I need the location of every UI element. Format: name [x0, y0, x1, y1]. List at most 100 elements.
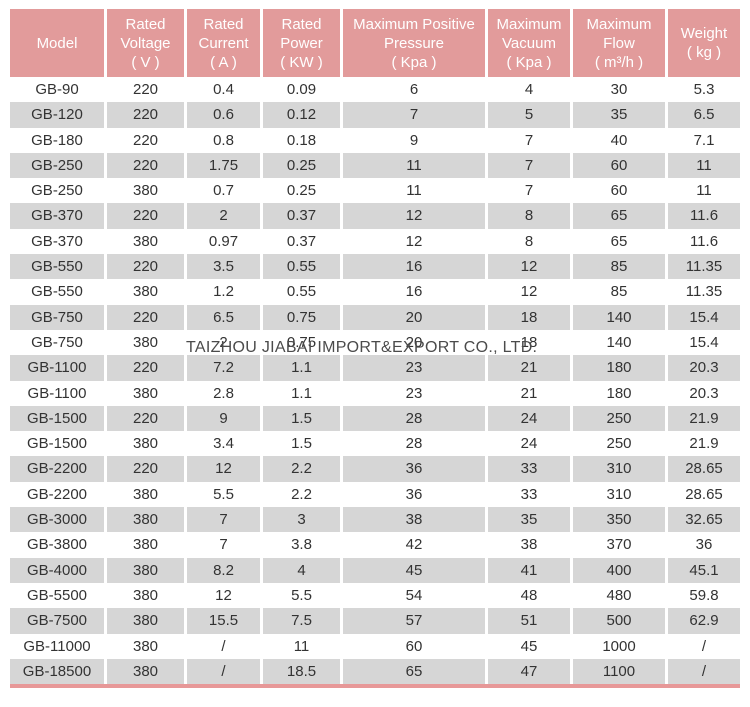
value-cell: 9 — [184, 405, 260, 432]
model-cell: GB-1100 — [27, 384, 87, 402]
value-cell: 1.1 — [260, 380, 340, 406]
value-cell: 380 — [104, 608, 184, 634]
value-cell: 59.8 — [665, 582, 740, 609]
value-cell: 51 — [485, 608, 570, 634]
table-row: GB-4000 380 8.2 4 45 41 400 45.1 — [10, 557, 740, 583]
value-cell: / — [184, 633, 260, 659]
value-cell: 0.75 — [260, 304, 340, 330]
value-cell: 42 — [340, 532, 485, 558]
value-cell: 11 — [665, 152, 740, 179]
model-cell: GB-1500 — [10, 405, 104, 432]
value-cell: 0.97 — [184, 228, 260, 255]
value-cell: 18.5 — [260, 658, 340, 685]
value-cell: 500 — [570, 608, 665, 634]
value-cell: 220 — [104, 304, 184, 330]
value-cell: 3.8 — [260, 532, 340, 558]
value-cell: 1.75 — [184, 152, 260, 179]
value-cell: 480 — [570, 582, 665, 609]
value-cell: 380 — [104, 582, 184, 609]
value-cell: 15.5 — [184, 608, 260, 634]
value-cell: 24 — [485, 405, 570, 432]
table-row: GB-750 380 2 0.75 20 18 140 15.4 — [10, 329, 740, 356]
column-header-3: Rated Power ( KW ) — [260, 9, 340, 77]
value-cell: 47 — [485, 658, 570, 685]
value-cell: 250 — [570, 431, 665, 457]
value-cell: 7 — [485, 178, 570, 204]
value-cell: 20.3 — [665, 380, 740, 406]
table-row: GB-18500 380/18.5 65 47 1100/ — [10, 658, 740, 685]
value-cell: 11.35 — [665, 279, 740, 305]
value-cell: 3.4 — [184, 431, 260, 457]
value-cell: 380 — [104, 178, 184, 204]
value-cell: 18 — [485, 304, 570, 330]
value-cell: 6.5 — [184, 304, 260, 330]
model-cell: GB-2200 — [10, 456, 104, 482]
value-cell: 38 — [340, 507, 485, 533]
value-cell: 60 — [570, 152, 665, 179]
model-cell: GB-1100 — [10, 355, 104, 381]
value-cell: 380 — [104, 658, 184, 685]
value-cell: 33 — [485, 456, 570, 482]
value-cell: 35 — [570, 102, 665, 128]
specification-table: Model Rated Voltage ( V ) Rated Current ( … — [10, 9, 740, 685]
column-header-5: Maximum Vacuum ( Kpa ) — [485, 9, 570, 77]
model-cell: GB-4000 — [10, 557, 104, 583]
table-row: GB-1500 380 3.4 1.5 28 24 250 21.9 — [10, 431, 740, 457]
value-cell: 21 — [485, 380, 570, 406]
value-cell: 20 — [340, 329, 485, 356]
model-cell: GB-5500 — [26, 586, 88, 604]
value-cell: 11.6 — [665, 228, 740, 255]
value-cell: 24 — [485, 431, 570, 457]
value-cell: 7 — [184, 507, 260, 533]
value-cell: 11.35 — [665, 254, 740, 280]
value-cell: 7 — [340, 102, 485, 128]
value-cell: 36 — [340, 481, 485, 508]
value-cell: 40 — [570, 127, 665, 153]
value-cell: 380 — [104, 228, 184, 255]
table-row: GB-1100 220 7.2 1.1 23 21 180 20.3 — [10, 355, 740, 381]
value-cell: 2 — [184, 329, 260, 356]
value-cell: 180 — [570, 380, 665, 406]
table-row: GB-550 220 3.5 0.55 16 12 85 11.35 — [10, 254, 740, 280]
model-cell: GB-250 — [31, 182, 83, 200]
value-cell: 8 — [485, 203, 570, 229]
value-cell: 0.55 — [260, 254, 340, 280]
value-cell: 11 — [340, 178, 485, 204]
model-cell: GB-3000 — [10, 507, 104, 533]
value-cell: 0.55 — [260, 279, 340, 305]
value-cell: 350 — [570, 507, 665, 533]
value-cell: 6.5 — [665, 102, 740, 128]
value-cell: 3.5 — [184, 254, 260, 280]
value-cell: 16 — [340, 279, 485, 305]
value-cell: 220 — [104, 77, 184, 103]
value-cell: 28.65 — [665, 481, 740, 508]
value-cell: 45 — [485, 633, 570, 659]
value-cell: 1.2 — [184, 279, 260, 305]
value-cell: 7.5 — [260, 608, 340, 634]
value-cell: 220 — [104, 355, 184, 381]
value-cell: 54 — [340, 582, 485, 609]
value-cell: 400 — [570, 557, 665, 583]
value-cell: 0.8 — [184, 127, 260, 153]
value-cell: 380 — [104, 557, 184, 583]
value-cell: 140 — [570, 304, 665, 330]
value-cell: 5 — [485, 102, 570, 128]
table-bottom-rule — [10, 684, 740, 688]
column-header-0: Model — [10, 9, 104, 77]
value-cell: 380 — [104, 633, 184, 659]
value-cell: 4 — [485, 77, 570, 103]
value-cell: 33 — [485, 481, 570, 508]
value-cell: 180 — [570, 355, 665, 381]
table-header: Model Rated Voltage ( V ) Rated Current ( … — [10, 9, 740, 77]
table-row: GB-11000 380/11 60 45 1000/ — [10, 633, 740, 659]
table-row: GB-370 380 0.97 0.37 12 8 65 11.6 — [10, 228, 740, 255]
table-row: GB-120 220 0.6 0.12 7 5 35 6.5 — [10, 102, 740, 128]
value-cell: 380 — [104, 279, 184, 305]
model-cell: GB-250 — [10, 152, 104, 179]
value-cell: 65 — [570, 228, 665, 255]
value-cell: 12 — [340, 228, 485, 255]
value-cell: 15.4 — [665, 329, 740, 356]
table-body: GB-90 220 0.4 0.09 6 4 30 5.3 GB-120 220 0.6 0.12 7 5… — [10, 77, 740, 685]
model-cell: GB-2200 — [26, 485, 88, 503]
